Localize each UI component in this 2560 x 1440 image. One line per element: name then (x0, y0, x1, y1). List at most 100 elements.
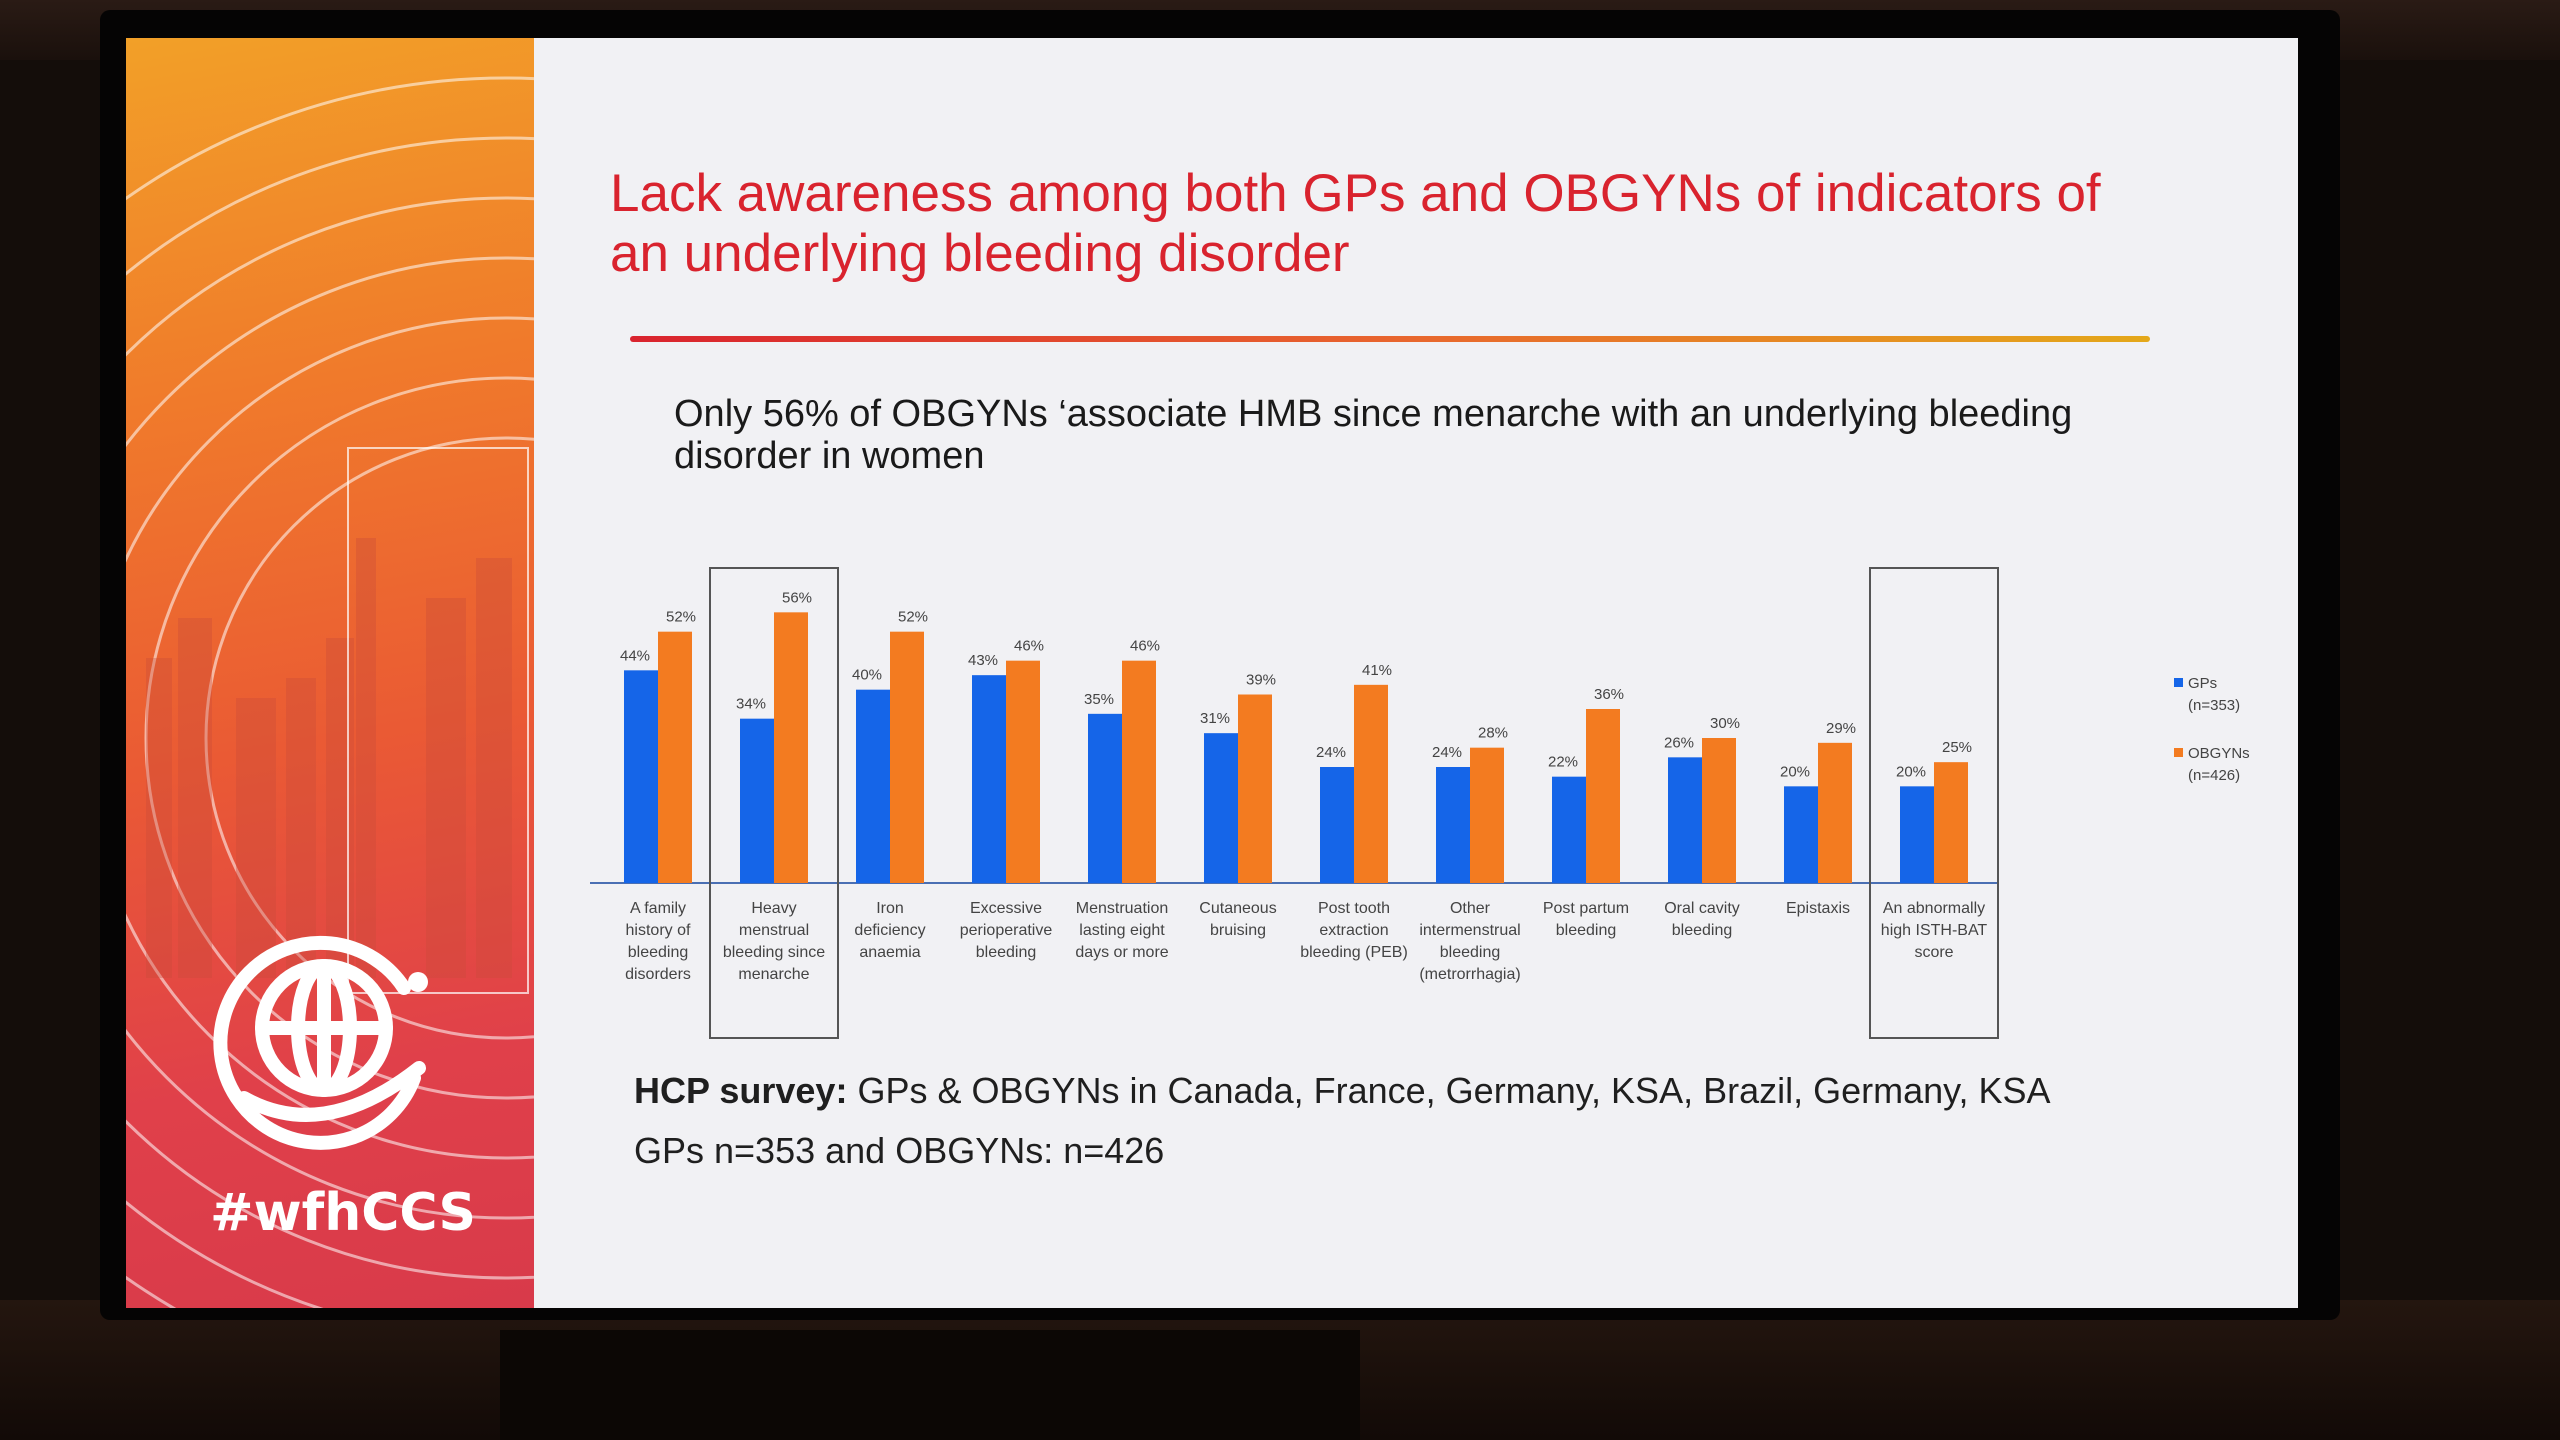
gps-bar (1900, 786, 1934, 883)
category-label-line: Cutaneous (1199, 900, 1276, 917)
gps-bar (1784, 786, 1818, 883)
gps-data-label: 44% (620, 647, 650, 664)
obgyns-data-label: 36% (1594, 686, 1624, 703)
legend-label: OBGYNs (2188, 745, 2250, 762)
legend-sample-size: (n=426) (2188, 767, 2240, 784)
obgyns-bar (890, 631, 924, 883)
gps-data-label: 40% (852, 667, 882, 684)
gps-bar (1552, 776, 1586, 883)
category-label-line: bruising (1210, 922, 1266, 939)
obgyns-data-label: 28% (1478, 725, 1508, 742)
category-label-line: menstrual (739, 922, 809, 939)
category-label-line: disorders (625, 966, 691, 983)
category-label-line: (metrorrhagia) (1419, 966, 1520, 983)
highlight-frame (347, 447, 529, 994)
category-label-line: Oral cavity (1664, 900, 1740, 917)
survey-label: HCP survey: (634, 1070, 848, 1111)
category-label-line: An abnormally (1883, 900, 1985, 917)
wfh-globe-logo (213, 935, 428, 1150)
obgyns-bar (1470, 747, 1504, 883)
category-label-line: score (1914, 944, 1953, 961)
decorative-arcs (126, 76, 534, 1308)
obgyns-bar (774, 612, 808, 883)
slide-content: Lack awareness among both GPs and OBGYNs… (534, 38, 2298, 1308)
gps-bar (1320, 767, 1354, 883)
bar-chart: 44% 52% A family history of bleeding disorder… (590, 567, 2250, 1039)
slide-subtitle: Only 56% of OBGYNs ‘associate HMB since … (674, 393, 2073, 477)
gps-bar (856, 689, 890, 883)
category-label-line: days or more (1075, 944, 1168, 961)
obgyns-data-label: 52% (898, 609, 928, 626)
gps-data-label: 34% (736, 696, 766, 713)
category-label-line: deficiency (854, 922, 925, 939)
category-label-line: intermenstrual (1419, 922, 1520, 939)
category-label-line: Heavy (751, 900, 796, 917)
gps-bar (1088, 713, 1122, 883)
category-label-line: Menstruation (1076, 900, 1169, 917)
gps-bar (1436, 767, 1470, 883)
category-label-line: A family (630, 900, 686, 917)
category-label: An abnormally high ISTH-BAT score (1881, 900, 1988, 961)
gps-bar (624, 670, 658, 883)
category-label-line: lasting eight (1079, 922, 1165, 939)
category-label: Excessive perioperative bleeding (960, 900, 1053, 961)
category-label-line: bleeding (1556, 922, 1617, 939)
category-label: A family history of bleeding disorders (625, 900, 691, 983)
highlight-box (1869, 567, 1999, 1039)
gps-data-label: 24% (1432, 744, 1462, 761)
category-label-line: Iron (876, 900, 904, 917)
gps-bar (972, 675, 1006, 883)
category-label-line: bleeding (1440, 944, 1501, 961)
gps-bar (740, 718, 774, 883)
category-label: Cutaneous bruising (1199, 900, 1276, 939)
event-hashtag: #wfhCCS (210, 1183, 476, 1243)
category-label-line: Post partum (1543, 900, 1629, 917)
category-label-line: Post tooth (1318, 900, 1390, 917)
category-label-line: bleeding (976, 944, 1037, 961)
gps-data-label: 20% (1780, 763, 1810, 780)
category-label: Post partum bleeding (1543, 900, 1629, 939)
obgyns-data-label: 25% (1942, 739, 1972, 756)
gps-data-label: 31% (1200, 710, 1230, 727)
category-label-line: perioperative (960, 922, 1053, 939)
category-label-line: extraction (1319, 922, 1388, 939)
legend-sample-size: (n=353) (2188, 697, 2240, 714)
gps-legend-swatch (2174, 678, 2183, 687)
slide-side-panel: #wfhCCS (126, 38, 534, 1308)
category-label-line: high ISTH-BAT (1881, 922, 1988, 939)
obgyns-data-label: 52% (666, 609, 696, 626)
category-label-line: history of (626, 922, 691, 939)
monitor-stand (500, 1330, 1360, 1440)
gps-data-label: 26% (1664, 734, 1694, 751)
obgyns-bar (1702, 738, 1736, 883)
survey-sample-sizes: GPs n=353 and OBGYNs: n=426 (634, 1130, 1165, 1171)
city-skyline (146, 538, 512, 978)
gps-data-label: 20% (1896, 763, 1926, 780)
gps-data-label: 24% (1316, 744, 1346, 761)
obgyns-bar (1006, 660, 1040, 883)
category-label-line: Epistaxis (1786, 900, 1850, 917)
gps-data-label: 35% (1084, 691, 1114, 708)
slide-title: Lack awareness among both GPs and OBGYNs… (610, 164, 2101, 283)
obgyns-bar (1586, 709, 1620, 883)
category-label: Iron deficiency anaemia (854, 900, 925, 961)
category-label-line: anaemia (859, 944, 920, 961)
category-label-line: bleeding (1672, 922, 1733, 939)
survey-description: HCP survey: GPs & OBGYNs in Canada, Fran… (634, 1070, 2051, 1112)
obgyns-bar (1238, 694, 1272, 883)
obgyns-legend-swatch (2174, 748, 2183, 757)
gps-bar (1204, 733, 1238, 883)
category-label-line: bleeding (628, 944, 689, 961)
category-label-line: Other (1450, 900, 1491, 917)
obgyns-bar (1122, 660, 1156, 883)
category-label: Other intermenstrual bleeding (metrorrhagia… (1419, 900, 1520, 983)
obgyns-data-label: 46% (1130, 638, 1160, 655)
obgyns-data-label: 41% (1362, 662, 1392, 679)
obgyns-data-label: 46% (1014, 638, 1044, 655)
title-underline (630, 336, 2150, 342)
category-label: Heavy menstrual bleeding since menarche (723, 900, 825, 983)
obgyns-data-label: 56% (782, 589, 812, 606)
category-label-line: bleeding (PEB) (1300, 944, 1408, 961)
obgyns-data-label: 30% (1710, 715, 1740, 732)
highlight-box (709, 567, 839, 1039)
